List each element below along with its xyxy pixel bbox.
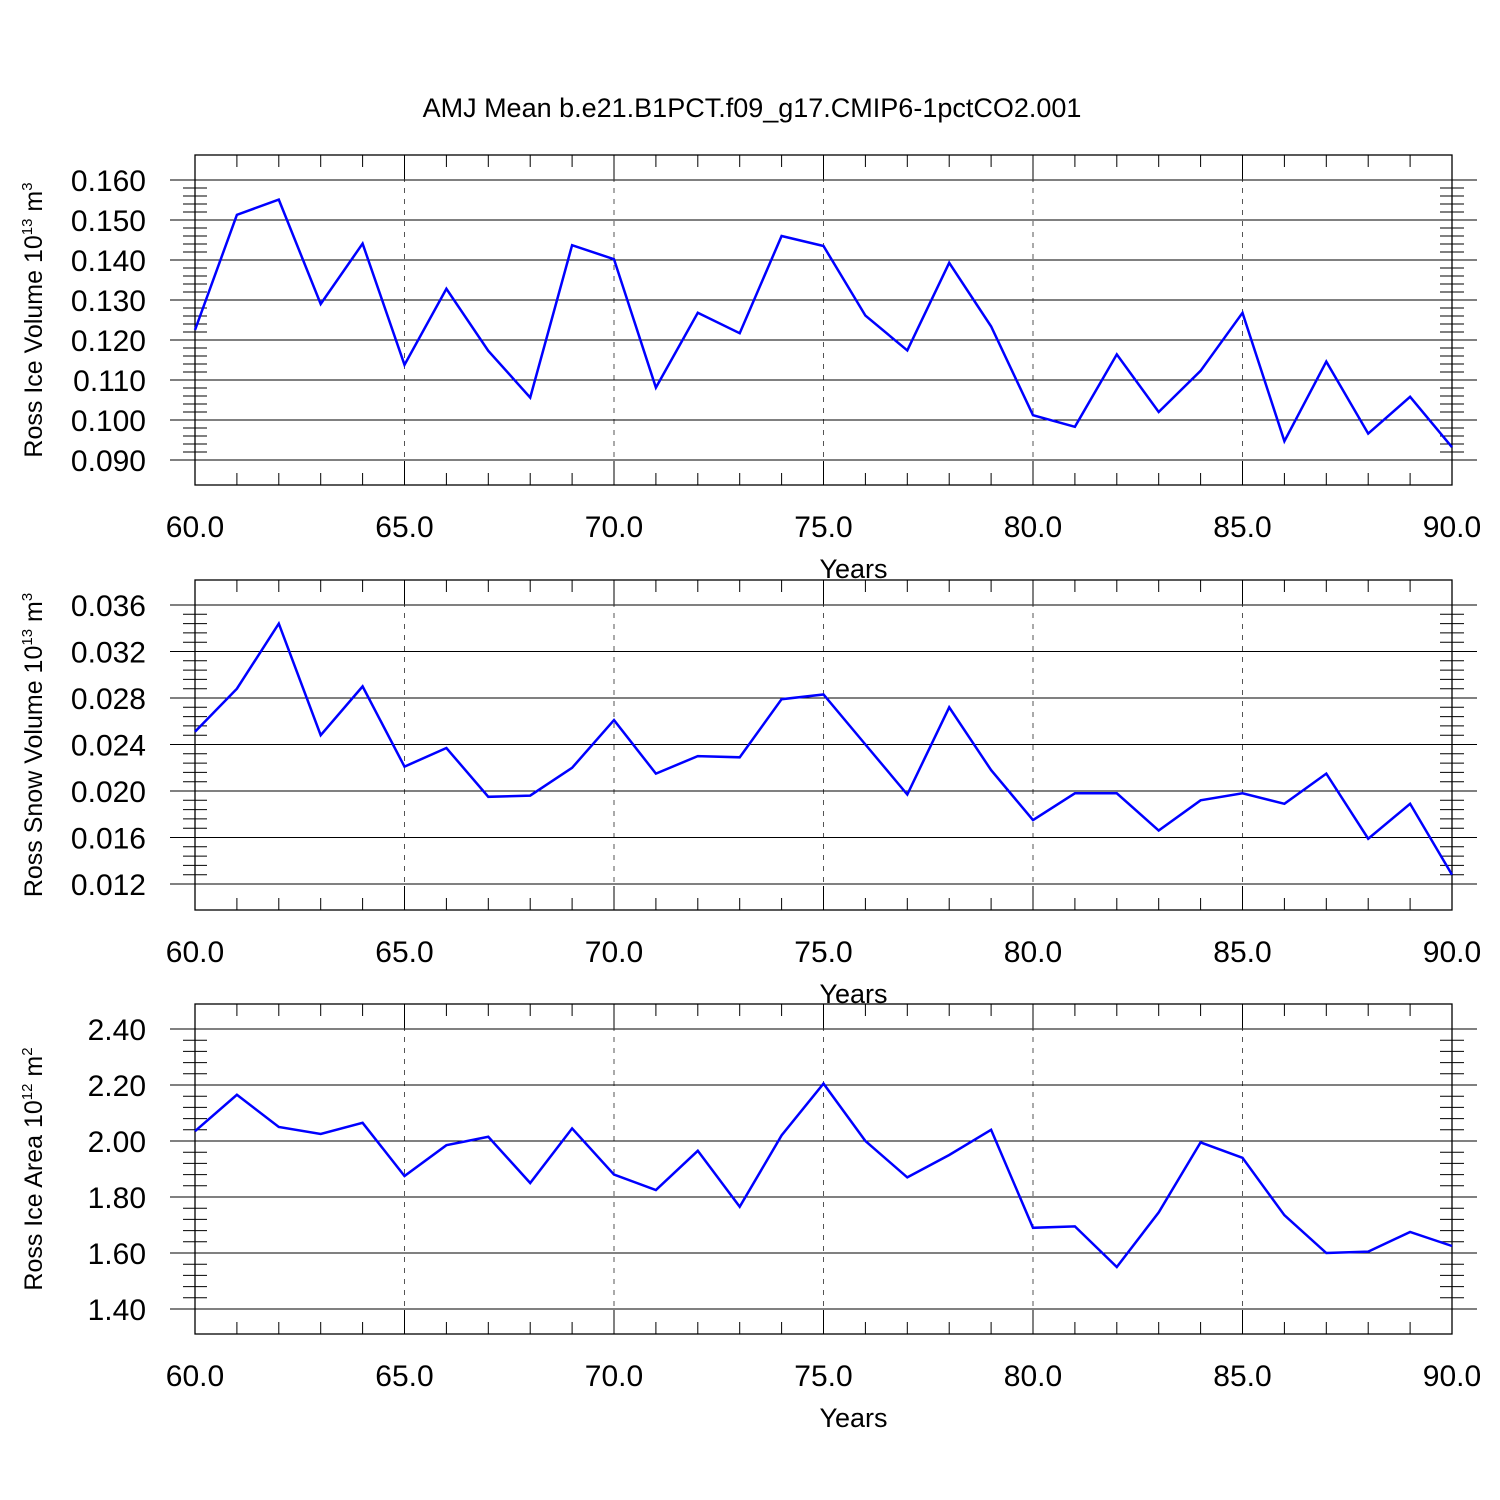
ice-volume-xtick-label: 60.0 bbox=[166, 511, 224, 544]
ice-volume-xtick-label: 85.0 bbox=[1213, 511, 1271, 544]
ice-area-xtick-label: 90.0 bbox=[1423, 1360, 1481, 1393]
ice-area-x-axis-label: Years bbox=[819, 1403, 887, 1433]
ice-volume-xtick-label: 75.0 bbox=[794, 511, 852, 544]
ice-area-xtick-label: 75.0 bbox=[794, 1360, 852, 1393]
ice-volume-xtick-label: 90.0 bbox=[1423, 511, 1481, 544]
snow-volume-ytick-label: 0.024 bbox=[71, 730, 146, 763]
snow-volume-ytick-label: 0.016 bbox=[71, 823, 146, 856]
ice-volume-ytick-label: 0.120 bbox=[71, 325, 146, 358]
ice-volume-ytick-label: 0.160 bbox=[71, 165, 146, 198]
ice-volume-ytick-label: 0.110 bbox=[73, 365, 146, 398]
ice-area-ytick-label: 1.60 bbox=[88, 1238, 146, 1271]
snow-volume-xtick-label: 70.0 bbox=[585, 936, 643, 969]
snow-volume-xtick-label: 75.0 bbox=[794, 936, 852, 969]
ice-volume-x-axis-label: Years bbox=[819, 554, 887, 584]
snow-volume-ytick-label: 0.032 bbox=[71, 637, 146, 670]
ice-volume-ytick-label: 0.100 bbox=[71, 405, 146, 438]
ice-volume-y-axis-label: Ross Ice Volume 1013 m3 bbox=[19, 182, 48, 457]
snow-volume-y-axis-label: Ross Snow Volume 1013 m3 bbox=[19, 593, 48, 897]
ice-area-y-axis-label: Ross Ice Area 1012 m2 bbox=[19, 1047, 48, 1290]
ice-volume-ytick-label: 0.150 bbox=[71, 205, 146, 238]
ice-area-xtick-label: 60.0 bbox=[166, 1360, 224, 1393]
snow-volume-ytick-label: 0.036 bbox=[71, 590, 146, 623]
snow-volume-ytick-label: 0.028 bbox=[71, 683, 146, 716]
ice-volume-ytick-label: 0.090 bbox=[71, 445, 146, 478]
chart-title: AMJ Mean b.e21.B1PCT.f09_g17.CMIP6-1pctC… bbox=[423, 93, 1082, 123]
ice-volume-xtick-label: 70.0 bbox=[585, 511, 643, 544]
snow-volume-xtick-label: 85.0 bbox=[1213, 936, 1271, 969]
snow-volume-ytick-label: 0.020 bbox=[71, 776, 146, 809]
ice-volume-xtick-label: 80.0 bbox=[1004, 511, 1062, 544]
ice-area-xtick-label: 70.0 bbox=[585, 1360, 643, 1393]
snow-volume-ytick-label: 0.012 bbox=[71, 869, 146, 902]
snow-volume-xtick-label: 60.0 bbox=[166, 936, 224, 969]
snow-volume-xtick-label: 90.0 bbox=[1423, 936, 1481, 969]
ice-volume-ytick-label: 0.140 bbox=[71, 245, 146, 278]
snow-volume-xtick-label: 80.0 bbox=[1004, 936, 1062, 969]
ice-area-ytick-label: 1.80 bbox=[88, 1182, 146, 1215]
ice-area-ytick-label: 1.40 bbox=[88, 1294, 146, 1327]
ice-area-xtick-label: 65.0 bbox=[375, 1360, 433, 1393]
panel-snow-volume: 0.012 0.016 0.020 0.024 0.028 0.032 0.036 60.0 6… bbox=[19, 579, 1481, 1009]
panel-ice-area: 1.40 1.60 1.80 2.00 2.20 2.40 60.0 65.0 70.0 75.0… bbox=[19, 1003, 1481, 1433]
ice-area-ytick-label: 2.40 bbox=[88, 1014, 146, 1047]
ice-area-ytick-label: 2.20 bbox=[88, 1070, 146, 1103]
ice-area-xtick-label: 80.0 bbox=[1004, 1360, 1062, 1393]
ice-area-ytick-label: 2.00 bbox=[88, 1126, 146, 1159]
ice-volume-ytick-label: 0.130 bbox=[71, 285, 146, 318]
panel-ice-volume: 0.090 0.100 0.110 0.120 0.130 0.140 0.150 0.160… bbox=[19, 154, 1481, 584]
ice-area-xtick-label: 85.0 bbox=[1213, 1360, 1271, 1393]
ice-volume-xtick-label: 65.0 bbox=[375, 511, 433, 544]
snow-volume-xtick-label: 65.0 bbox=[375, 936, 433, 969]
